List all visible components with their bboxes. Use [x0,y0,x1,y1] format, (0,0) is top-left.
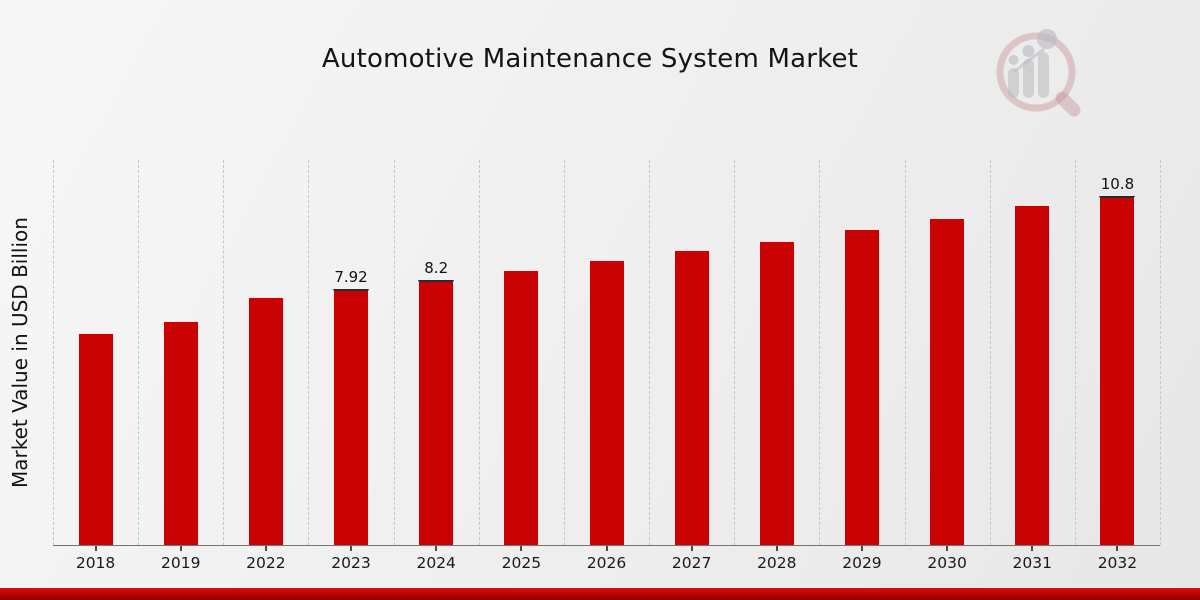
gridline [649,160,651,545]
bar-2023 [333,289,370,545]
bar-2027 [673,250,710,545]
x-tick-label-2018: 2018 [75,554,116,572]
x-axis-tick [690,546,693,551]
x-axis-tick [264,546,267,551]
gridline [393,160,395,545]
bar-2025 [503,270,540,545]
x-tick-label-2028: 2028 [757,554,797,572]
bar-2028 [758,241,795,545]
gridline [904,160,906,545]
x-axis-line [53,545,1160,546]
x-tick-label-2025: 2025 [501,554,542,572]
bar-2030 [929,218,966,545]
x-axis-tick [520,546,523,551]
bar-2024 [418,280,455,545]
x-axis-tick [1031,546,1034,551]
chart-title: Automotive Maintenance System Market [321,44,859,74]
magnifier-bar-chart-logo-icon [996,29,1081,117]
bar-2032 [1099,196,1136,545]
x-axis-tick [1116,546,1119,551]
x-axis-tick [860,546,863,551]
gridline [1074,160,1076,545]
gridline [563,160,565,545]
bar-2022 [247,297,284,545]
bar-2031 [1014,205,1051,545]
bar-2018 [77,333,114,545]
gridline [734,160,736,545]
x-axis-tick [605,546,608,551]
x-axis-tick [775,546,778,551]
x-tick-label-2030: 2030 [927,554,967,572]
gridline [478,160,480,545]
x-axis-tick [946,546,949,551]
gridline [223,160,225,545]
x-axis-tick [350,546,353,551]
x-tick-label-2032: 2032 [1097,554,1138,572]
bar-2019 [162,321,199,545]
x-tick-label-2029: 2029 [842,554,882,572]
gridline [308,160,310,545]
x-tick-label-2031: 2031 [1012,554,1052,572]
x-tick-label-2024: 2024 [416,554,456,572]
bar-2029 [843,229,880,545]
footer-red-band [0,588,1200,600]
plot-area: 2018 2019 2022 7.92 2023 8.2 2024 2025 2026 2027 2… [53,160,1161,572]
bar-value-label: 10.8 [1100,175,1135,193]
x-tick-label-2026: 2026 [586,554,627,572]
gridline [1160,160,1161,545]
gridline [819,160,821,545]
bar-2026 [588,260,625,545]
x-axis-tick [435,546,438,551]
x-tick-label-2022: 2022 [246,554,286,572]
bar-value-label: 8.2 [424,259,449,277]
gridline [989,160,991,545]
x-axis-tick [179,546,182,551]
x-tick-label-2023: 2023 [331,554,371,572]
x-tick-label-2019: 2019 [160,554,201,572]
x-axis-tick [94,546,97,551]
bar-value-label: 7.92 [334,268,368,286]
gridline [138,160,140,545]
x-tick-label-2027: 2027 [671,554,712,572]
gridline [53,160,54,545]
y-axis-label: Market Value in USD Billion [8,217,32,488]
